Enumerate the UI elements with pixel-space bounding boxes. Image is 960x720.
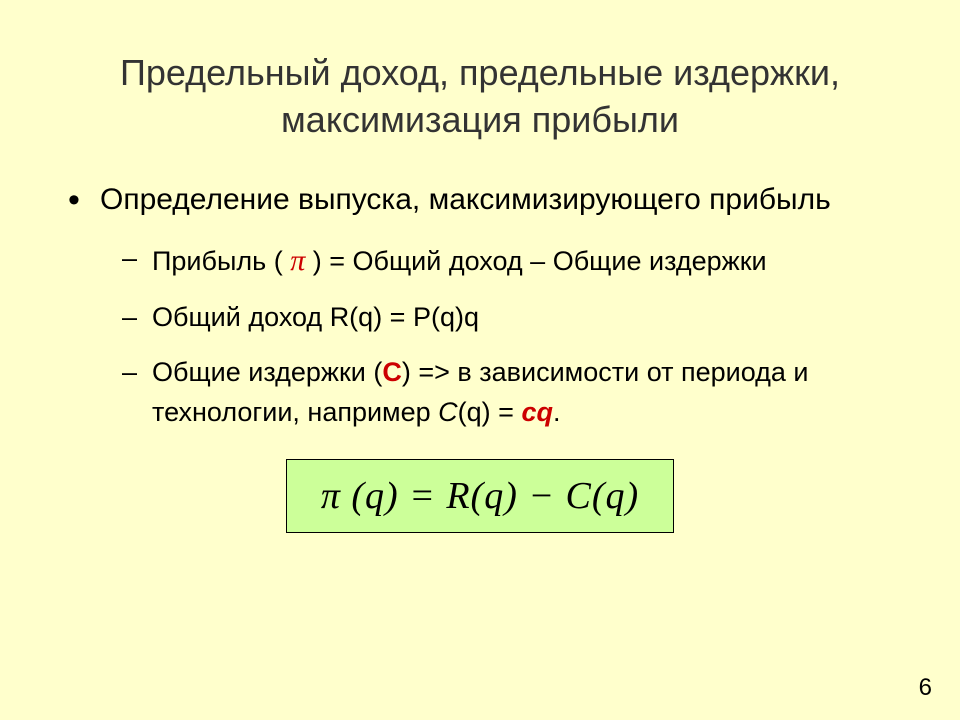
sub3-period: . — [553, 397, 561, 427]
sub1-prefix: Прибыль ( — [152, 246, 290, 276]
c-red: C — [382, 357, 402, 387]
cq-q: (q) = — [458, 397, 522, 427]
page-number: 6 — [919, 674, 932, 702]
sub-bullet-profit: Прибыль ( π ) = Общий доход – Общие изде… — [152, 238, 900, 283]
pi-symbol: π — [290, 244, 305, 277]
bullet-main: Определение выпуска, максимизирующего пр… — [60, 180, 900, 221]
sub-bullet-costs: Общие издержки (C) => в зависимости от п… — [152, 352, 900, 433]
slide-title: Предельный доход, предельные издержки, м… — [60, 50, 900, 144]
cq-c: C — [438, 397, 458, 427]
formula-box: π (q) = R(q) − C(q) — [286, 459, 674, 533]
sub-bullet-list: Прибыль ( π ) = Общий доход – Общие изде… — [60, 238, 900, 433]
formula-rest: (q) = R(q) − C(q) — [341, 475, 639, 517]
cq-red: cq — [521, 397, 553, 427]
slide: Предельный доход, предельные издержки, м… — [0, 0, 960, 720]
sub1-suffix: ) = Общий доход – Общие издержки — [305, 246, 766, 276]
sub3-prefix: Общие издержки ( — [152, 357, 382, 387]
formula-pi: π — [321, 475, 341, 517]
sub-bullet-revenue: Общий доход R(q) = P(q)q — [152, 297, 900, 338]
